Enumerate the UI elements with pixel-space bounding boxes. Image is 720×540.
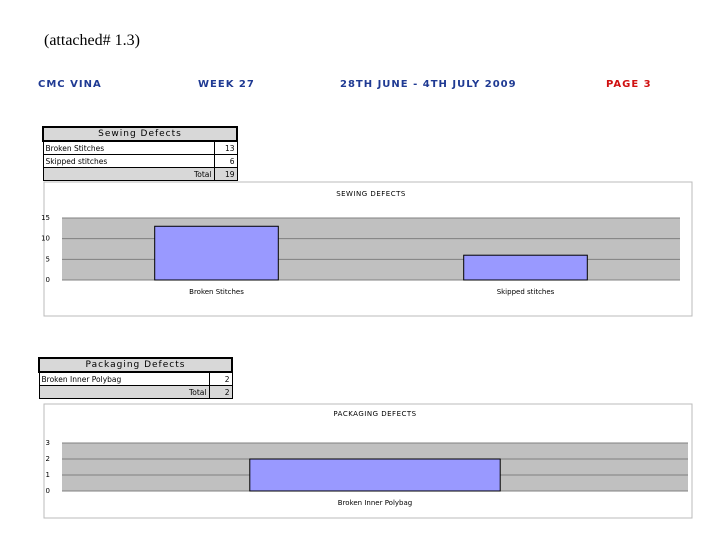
table-title: Packaging Defects xyxy=(38,357,233,373)
y-tick-label: 10 xyxy=(41,235,50,243)
cell: Total xyxy=(38,385,210,399)
x-tick-label: Skipped stitches xyxy=(497,288,555,296)
bar xyxy=(249,458,501,492)
y-tick-label: 0 xyxy=(46,276,50,284)
y-tick-label: 1 xyxy=(46,471,50,479)
y-tick-label: 15 xyxy=(41,214,50,222)
cell: 19 xyxy=(213,167,238,181)
sewing-table: Sewing Defects Broken Stitches 13 Skipped… xyxy=(42,126,238,181)
bar xyxy=(463,254,588,281)
week: WEEK 27 xyxy=(198,79,255,90)
y-tick-label: 2 xyxy=(46,455,50,463)
packaging-table: Packaging Defects Broken Inner Polybag 2 … xyxy=(38,357,233,399)
period: 28TH JUNE - 4TH JULY 2009 xyxy=(340,79,517,90)
company: CMC VINA xyxy=(38,79,102,90)
chart-title: PACKAGING DEFECTS xyxy=(333,410,416,418)
note: (attached# 1.3) xyxy=(44,32,140,49)
chart-title: SEWING DEFECTS xyxy=(336,190,406,198)
y-tick-label: 3 xyxy=(46,439,50,447)
x-tick-label: Broken Inner Polybag xyxy=(338,499,412,507)
cell: Total xyxy=(42,167,215,181)
y-tick-label: 5 xyxy=(46,255,50,263)
page-number: PAGE 3 xyxy=(606,79,652,90)
bar xyxy=(154,225,279,281)
x-tick-label: Broken Stitches xyxy=(189,288,244,296)
y-tick-label: 0 xyxy=(46,487,50,495)
cell: 2 xyxy=(208,371,233,386)
cell: 2 xyxy=(208,385,233,399)
table-title: Sewing Defects xyxy=(42,126,238,142)
